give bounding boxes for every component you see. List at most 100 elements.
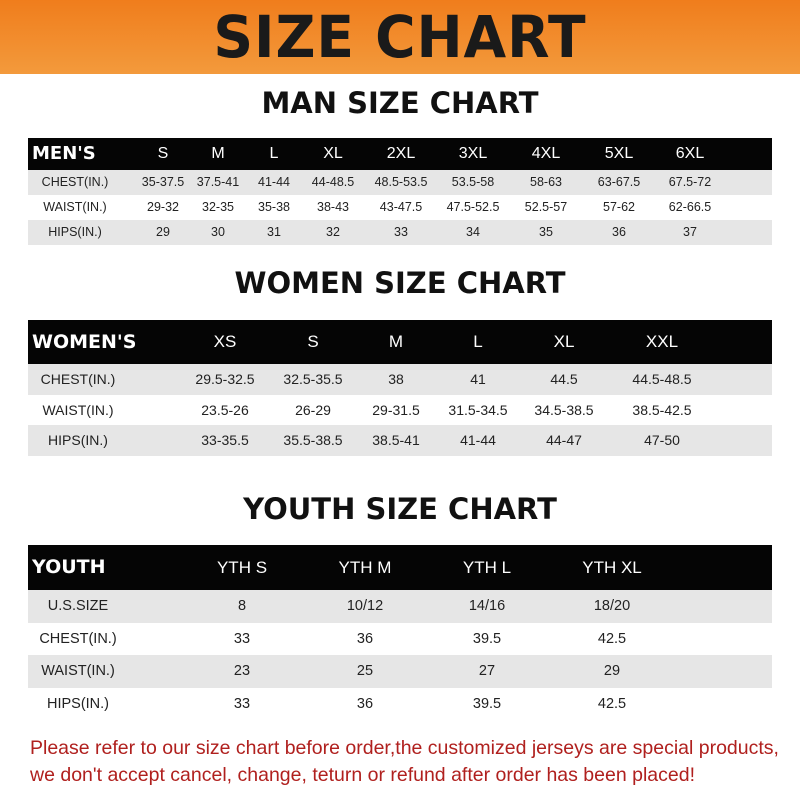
table-cell: 36 (356, 630, 374, 647)
table-cell: 44.5-48.5 (632, 371, 692, 387)
table-row: CHEST(IN.) 33 36 39.5 42.5 (28, 623, 772, 656)
table-cell: 27 (478, 663, 496, 679)
table-cell: 41-44 (460, 432, 496, 448)
table-row: HIPS(IN.) 33-35.5 35.5-38.5 38.5-41 41-44 44-… (28, 425, 772, 456)
table-cell: 29.5-32.5 (195, 371, 255, 387)
table-cell: 47-50 (644, 432, 680, 448)
table-cell: 62-66.5 (668, 200, 712, 214)
table-row: U.S.SIZE 8 10/12 14/16 18/20 (28, 590, 772, 623)
table-cell: L (473, 332, 483, 351)
table-cell: 37 (683, 225, 697, 239)
table-row: WAIST(IN.) 29-32 32-35 35-38 38-43 43-47.5 47.… (28, 195, 772, 220)
table-cell: 31 (267, 225, 281, 239)
row-label: HIPS(IN.) (48, 225, 102, 239)
table-cell: 39.5 (472, 630, 502, 647)
table-cell: YTH M (338, 558, 392, 577)
disclaimer-line-1: Please refer to our size chart before or… (30, 737, 779, 759)
table-cell: 29 (156, 225, 170, 239)
row-label: HIPS(IN.) (46, 695, 110, 712)
table-cell: 38 (388, 371, 404, 387)
table-row: HIPS(IN.) 29 30 31 32 33 34 35 36 37 (28, 220, 772, 245)
table-cell: 32 (326, 225, 340, 239)
row-label: MEN'S (32, 143, 96, 164)
table-row: WAIST(IN.) 23 25 27 29 (28, 655, 772, 688)
table-cell: 42.5 (597, 630, 627, 647)
table-cell: 33 (394, 225, 408, 239)
table-cell: 35.5-38.5 (283, 432, 343, 448)
table-cell: 52.5-57 (524, 200, 568, 214)
table-cell: 10/12 (346, 598, 384, 614)
table-cell: 18/20 (593, 598, 631, 614)
row-label: CHEST(IN.) (40, 371, 116, 387)
table-row: HIPS(IN.) 33 36 39.5 42.5 (28, 688, 772, 721)
row-label: U.S.SIZE (47, 598, 109, 614)
table-cell: YTH S (216, 558, 268, 577)
banner: SIZE CHART (0, 0, 800, 74)
table-cell: 3XL (458, 145, 488, 162)
table-cell: 14/16 (468, 598, 506, 614)
table-cell: 35 (539, 225, 553, 239)
table-cell: 33 (233, 695, 251, 712)
table-cell: 29-31.5 (372, 401, 420, 418)
table-cell: 2XL (386, 145, 416, 162)
row-label: WAIST(IN.) (41, 663, 115, 679)
table-cell: 41 (470, 371, 486, 387)
table-cell: 58-63 (530, 175, 562, 189)
table-header: WOMEN'S XS S M L XL XXL (28, 320, 772, 364)
table-cell: XL (323, 145, 343, 162)
table-cell: 33-35.5 (201, 432, 249, 448)
table-cell: 36 (612, 225, 626, 239)
table-cell: 23.5-26 (201, 401, 249, 418)
table-cell: M (388, 332, 404, 351)
table-cell: 35-38 (258, 200, 290, 214)
table-cell: 48.5-53.5 (374, 175, 428, 189)
row-label: WAIST(IN.) (42, 401, 114, 418)
disclaimer-line-2: we don't accept cancel, change, teturn o… (30, 764, 695, 786)
table-cell: 38.5-41 (372, 432, 420, 448)
table-cell: 36 (356, 695, 374, 712)
table-cell: 37.5-41 (196, 175, 240, 189)
row-label: HIPS(IN.) (48, 432, 108, 448)
table-cell: XS (213, 332, 237, 351)
table-row: WAIST(IN.) 23.5-26 26-29 29-31.5 31.5-34.5 34… (28, 395, 772, 426)
table-cell: L (269, 145, 279, 162)
table-cell: XXL (645, 332, 679, 351)
table-cell: 5XL (604, 145, 634, 162)
table-header: MEN'S S M L XL 2XL 3XL 4XL 5XL 6XL (28, 138, 772, 170)
table-cell: 29-32 (147, 200, 179, 214)
table-cell: 44-48.5 (311, 175, 355, 189)
table-cell: 38-43 (317, 200, 349, 214)
table-cell: YTH L (462, 558, 512, 577)
table-cell: 57-62 (603, 200, 635, 214)
men-title: MAN SIZE CHART (261, 86, 539, 120)
table-cell: 26-29 (295, 401, 331, 418)
row-label: YOUTH (32, 556, 106, 578)
table-row: CHEST(IN.) 29.5-32.5 32.5-35.5 38 41 44.5 44.5… (28, 364, 772, 395)
table-cell: 23 (233, 663, 251, 679)
row-label: CHEST(IN.) (39, 630, 117, 647)
table-cell: 8 (237, 598, 247, 614)
table-cell: 38.5-42.5 (632, 401, 692, 418)
table-cell: 25 (356, 663, 374, 679)
row-label: WAIST(IN.) (43, 200, 107, 214)
table-cell: 42.5 (597, 695, 627, 712)
page-title: SIZE CHART (213, 3, 587, 71)
table-cell: S (157, 145, 169, 162)
youth-title: YOUTH SIZE CHART (243, 492, 557, 526)
women-title: WOMEN SIZE CHART (234, 266, 566, 300)
table-cell: 32.5-35.5 (283, 371, 343, 387)
table-cell: M (211, 145, 225, 162)
table-header: YOUTH YTH S YTH M YTH L YTH XL (28, 545, 772, 590)
table-cell: 41-44 (258, 175, 290, 189)
table-cell: 34 (466, 225, 480, 239)
table-cell: YTH XL (582, 558, 642, 577)
table-row: CHEST(IN.) 35-37.5 37.5-41 41-44 44-48.5 48.5… (28, 170, 772, 195)
table-cell: 53.5-58 (451, 175, 495, 189)
table-cell: 44.5 (550, 371, 578, 387)
table-cell: 34.5-38.5 (534, 401, 594, 418)
table-cell: 32-35 (202, 200, 234, 214)
table-cell: XL (553, 332, 575, 351)
table-cell: 63-67.5 (597, 175, 641, 189)
table-cell: 35-37.5 (141, 175, 185, 189)
table-cell: 30 (211, 225, 225, 239)
